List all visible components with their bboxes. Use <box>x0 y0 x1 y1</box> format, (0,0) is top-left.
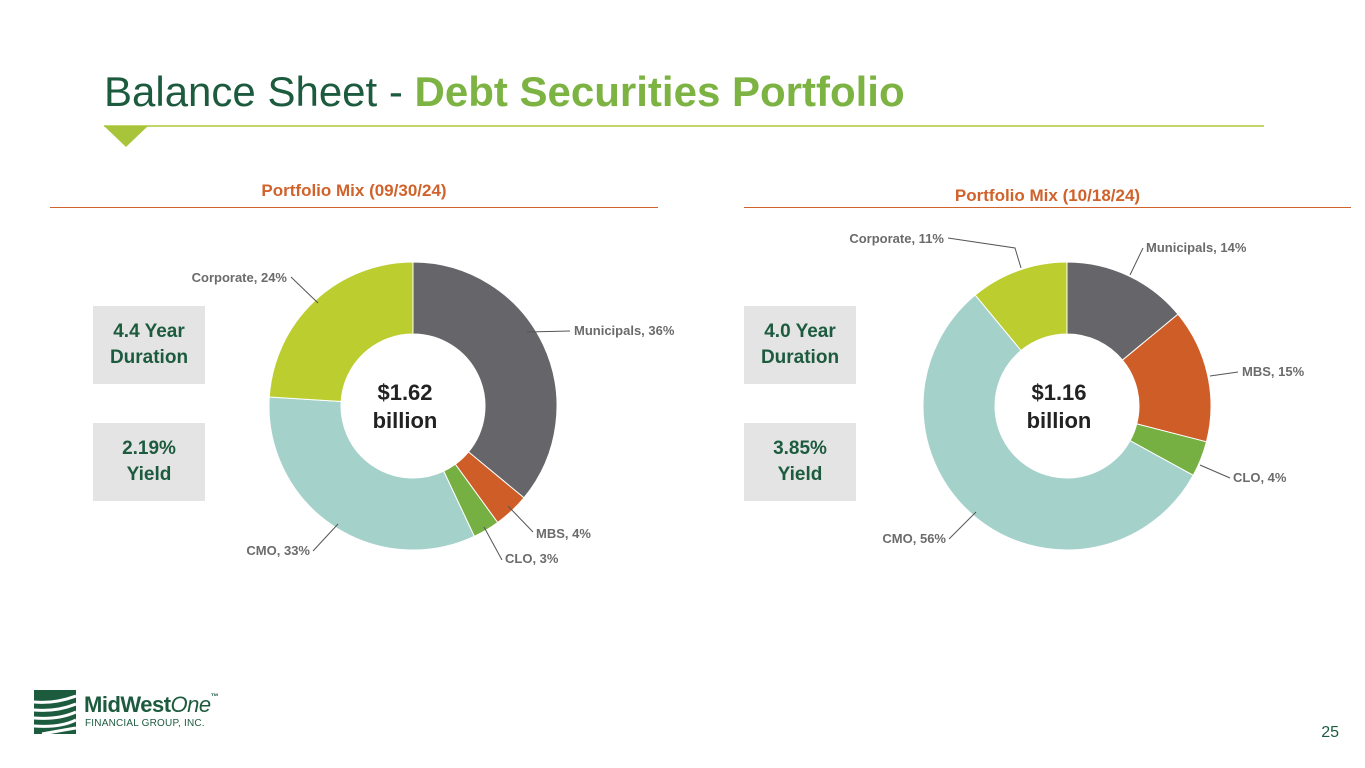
logo-name: MidWestOne™ <box>84 692 219 718</box>
donut-slice-municipals <box>412 261 558 499</box>
slice-label-mbs: MBS, 15% <box>1242 364 1305 379</box>
left-yield-box: 2.19% Yield <box>93 423 205 501</box>
left-duration-box: 4.4 Year Duration <box>93 306 205 384</box>
slice-label-municipals: Municipals, 36% <box>574 323 675 338</box>
right-section-title: Portfolio Mix (10/18/24) <box>954 186 1141 205</box>
slice-label-corporate: Corporate, 11% <box>849 231 944 246</box>
donut-center-label: $1.16 <box>1031 380 1086 405</box>
donut-center-label: billion <box>1027 408 1092 433</box>
donut-slice-cmo <box>268 396 475 551</box>
leader-line-clo <box>483 526 503 561</box>
right-yield-box: 3.85% Yield <box>744 423 856 501</box>
slice-label-cmo: CMO, 33% <box>246 543 310 558</box>
page-number: 25 <box>1321 724 1339 741</box>
logo-trademark: ™ <box>210 692 219 701</box>
right-duration-box: 4.0 Year Duration <box>744 306 856 384</box>
company-logo: MidWestOne™ FINANCIAL GROUP, INC. <box>34 690 234 738</box>
slice-label-corporate: Corporate, 24% <box>192 270 288 285</box>
left-section-divider <box>50 207 658 208</box>
logo-name-part2: One <box>170 692 212 717</box>
donut-slice-cmo <box>922 294 1194 551</box>
leader-line-municipals <box>1129 247 1144 276</box>
logo-subtitle: FINANCIAL GROUP, INC. <box>85 718 205 729</box>
wheat-field-logo-icon <box>34 690 76 734</box>
slice-label-clo: CLO, 4% <box>1233 470 1287 485</box>
logo-name-part1: MidWest <box>84 692 171 717</box>
right-section-divider <box>744 207 1351 208</box>
leader-line-cmo <box>948 511 977 540</box>
title-triangle-icon <box>104 126 148 147</box>
slide-title: Balance Sheet - Debt Securities Portfoli… <box>104 66 905 118</box>
donut-slice-corporate <box>268 261 414 403</box>
leader-line-clo <box>1199 464 1231 479</box>
left-section-title: Portfolio Mix (09/30/24) <box>261 181 447 200</box>
leader-line-corporate <box>947 237 1022 269</box>
slice-label-cmo: CMO, 56% <box>882 531 946 546</box>
donut-center-label: billion <box>373 408 438 433</box>
slide-title-part2: Debt Securities Portfolio <box>414 68 905 115</box>
slice-label-mbs: MBS, 4% <box>536 526 591 541</box>
title-divider <box>104 125 1264 127</box>
slide-title-part1: Balance Sheet - <box>104 68 415 115</box>
donut-slice-corporate <box>974 261 1068 352</box>
leader-line-mbs <box>1209 371 1239 377</box>
leader-line-municipals <box>526 330 571 333</box>
donut-center-label: $1.62 <box>377 380 432 405</box>
leader-line-cmo <box>312 523 339 552</box>
leader-line-corporate <box>290 276 319 304</box>
slice-label-clo: CLO, 3% <box>505 551 559 566</box>
leader-line-mbs <box>507 505 534 533</box>
slice-label-municipals: Municipals, 14% <box>1146 240 1247 255</box>
